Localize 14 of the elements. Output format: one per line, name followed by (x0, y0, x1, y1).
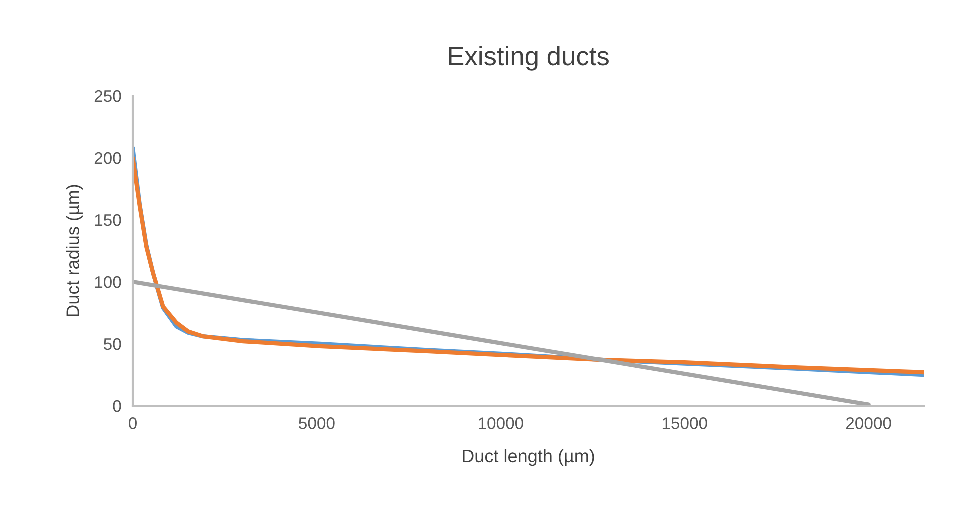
y-axis-title: Duct radius (µm) (66, 185, 83, 316)
x-tick-label: 10000 (479, 418, 524, 430)
chart-title: Existing ducts (449, 46, 609, 71)
y-tick-label: 150 (95, 214, 122, 226)
y-tick-label: 0 (113, 400, 122, 412)
x-axis-title: Duct length (µm) (463, 449, 594, 466)
x-tick-label: 20000 (846, 418, 892, 430)
x-tick-label: 5000 (299, 418, 335, 430)
y-tick-label: 200 (94, 152, 122, 164)
x-tick-label: 0 (129, 418, 137, 430)
x-tick-label: 15000 (662, 418, 708, 430)
y-tick-label: 250 (94, 90, 122, 102)
y-tick-label: 50 (104, 338, 122, 350)
y-tick-label: 100 (95, 276, 122, 288)
